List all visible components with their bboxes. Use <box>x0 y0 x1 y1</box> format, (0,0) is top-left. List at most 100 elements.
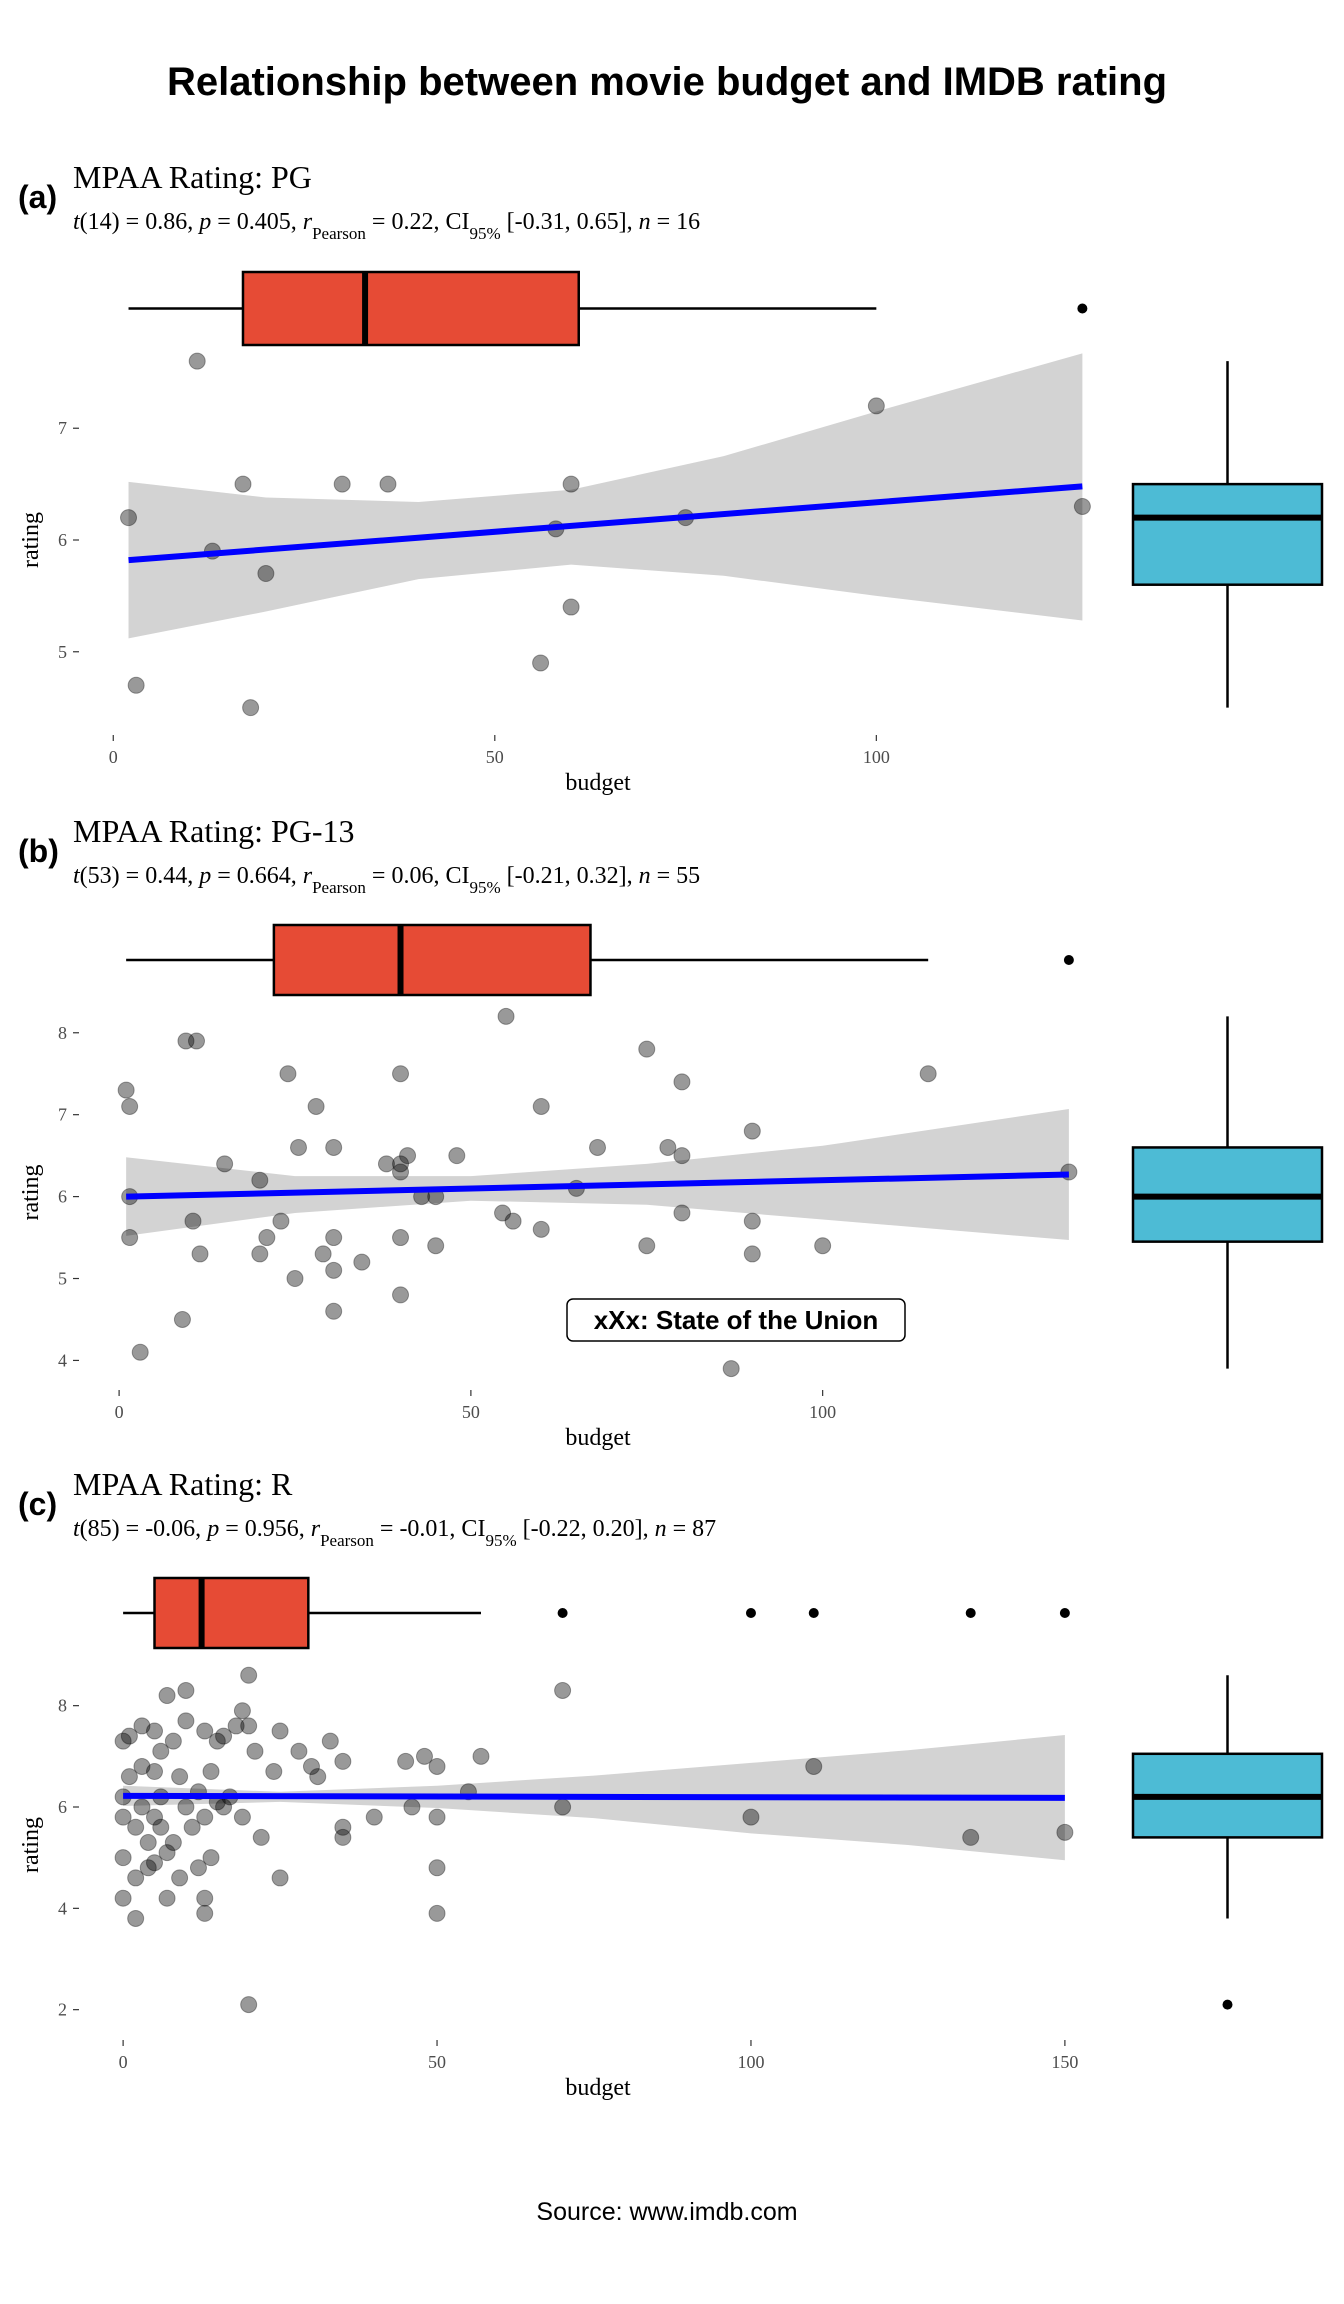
data-point <box>127 1909 145 1927</box>
data-point <box>365 1808 383 1826</box>
data-point <box>127 1869 145 1887</box>
data-point <box>188 352 206 370</box>
panel-2: (b) MPAA Rating: PG-13 t(53) = 0.44, p = 0… <box>18 813 1324 1451</box>
data-point <box>743 1245 761 1263</box>
data-point <box>240 1717 258 1735</box>
data-point <box>114 1849 132 1867</box>
data-point <box>189 1859 207 1877</box>
data-point <box>177 1712 195 1730</box>
x-tick-label: 150 <box>1051 2052 1078 2072</box>
data-point <box>325 1229 343 1247</box>
data-point <box>333 475 351 493</box>
data-point <box>428 1757 446 1775</box>
annotation-label: xXx: State of the Union <box>566 1298 906 1342</box>
annotation-box <box>566 1298 906 1342</box>
x-tick-label: 50 <box>428 2052 446 2072</box>
data-point <box>659 1138 677 1156</box>
data-point <box>271 1722 289 1740</box>
data-point <box>127 1818 145 1836</box>
data-point <box>427 1237 445 1255</box>
data-point <box>279 1065 297 1083</box>
data-point <box>638 1237 656 1255</box>
data-point <box>271 1869 289 1887</box>
data-point <box>562 475 580 493</box>
stats-subtitle: t(14) = 0.86, p = 0.405, rPearson = 0.22… <box>73 209 700 243</box>
panel-tag: (a) <box>18 179 57 215</box>
budget-outlier <box>745 1608 756 1618</box>
data-point <box>114 1808 132 1826</box>
data-point <box>139 1833 157 1851</box>
data-point <box>290 1138 308 1156</box>
data-point <box>233 1702 251 1720</box>
data-point <box>415 1747 433 1765</box>
data-point <box>1056 1823 1074 1841</box>
panel-title: MPAA Rating: R <box>73 1466 293 1502</box>
data-point <box>183 1818 201 1836</box>
data-point <box>397 1752 415 1770</box>
data-point <box>146 1722 164 1740</box>
data-point <box>392 1286 410 1304</box>
data-point <box>325 1302 343 1320</box>
data-point <box>233 1808 251 1826</box>
data-point <box>215 1727 233 1745</box>
data-point <box>257 565 275 583</box>
data-point <box>258 1229 276 1247</box>
data-point <box>208 1732 226 1750</box>
data-point <box>121 1229 139 1247</box>
data-point <box>196 1889 214 1907</box>
budget-outlier <box>808 1608 819 1618</box>
data-point <box>722 1360 740 1378</box>
data-point <box>158 1889 176 1907</box>
x-axis-label: budget <box>565 1425 631 1451</box>
data-point <box>1073 497 1091 515</box>
data-point <box>379 475 397 493</box>
data-point <box>290 1742 308 1760</box>
data-point <box>562 598 580 616</box>
data-point <box>302 1757 320 1775</box>
data-point <box>139 1859 157 1877</box>
x-axis-label: budget <box>565 2075 631 2101</box>
y-tick-label: 8 <box>58 1023 67 1043</box>
data-point <box>114 1732 132 1750</box>
data-point <box>240 1666 258 1684</box>
data-point <box>286 1270 304 1288</box>
stats-subtitle: t(85) = -0.06, p = 0.956, rPearson = -0.… <box>73 1516 716 1550</box>
budget-box <box>153 1576 310 1650</box>
data-point <box>532 1220 550 1238</box>
data-point <box>171 1768 189 1786</box>
data-point <box>196 1722 214 1740</box>
data-point <box>742 1808 760 1826</box>
data-point <box>805 1757 823 1775</box>
data-point <box>120 1768 138 1786</box>
data-point <box>227 1717 245 1735</box>
data-point <box>532 654 550 672</box>
data-point <box>377 1155 395 1173</box>
data-point <box>472 1747 490 1765</box>
stats-subtitle: t(53) = 0.44, p = 0.664, rPearson = 0.06… <box>73 863 700 897</box>
data-point <box>177 1681 195 1699</box>
data-point <box>314 1245 332 1263</box>
data-point <box>428 1808 446 1826</box>
y-tick-label: 5 <box>58 1269 67 1289</box>
data-point <box>638 1040 656 1058</box>
budget-box <box>241 270 580 347</box>
data-point <box>353 1253 371 1271</box>
panels: (a) MPAA Rating: PG t(14) = 0.86, p = 0.40… <box>18 159 1324 2101</box>
data-point <box>673 1204 691 1222</box>
data-point <box>867 397 885 415</box>
data-point <box>251 1245 269 1263</box>
rating-box <box>1131 482 1324 586</box>
y-tick-label: 7 <box>58 1105 67 1125</box>
confidence-band <box>128 353 1083 639</box>
data-point <box>497 1007 515 1025</box>
data-point <box>146 1763 164 1781</box>
data-point <box>334 1828 352 1846</box>
data-point <box>240 1996 258 2014</box>
data-point <box>187 1032 205 1050</box>
data-point <box>127 676 145 694</box>
data-point <box>158 1687 176 1705</box>
data-point <box>392 1163 410 1181</box>
data-point <box>554 1681 572 1699</box>
data-point <box>184 1212 202 1230</box>
